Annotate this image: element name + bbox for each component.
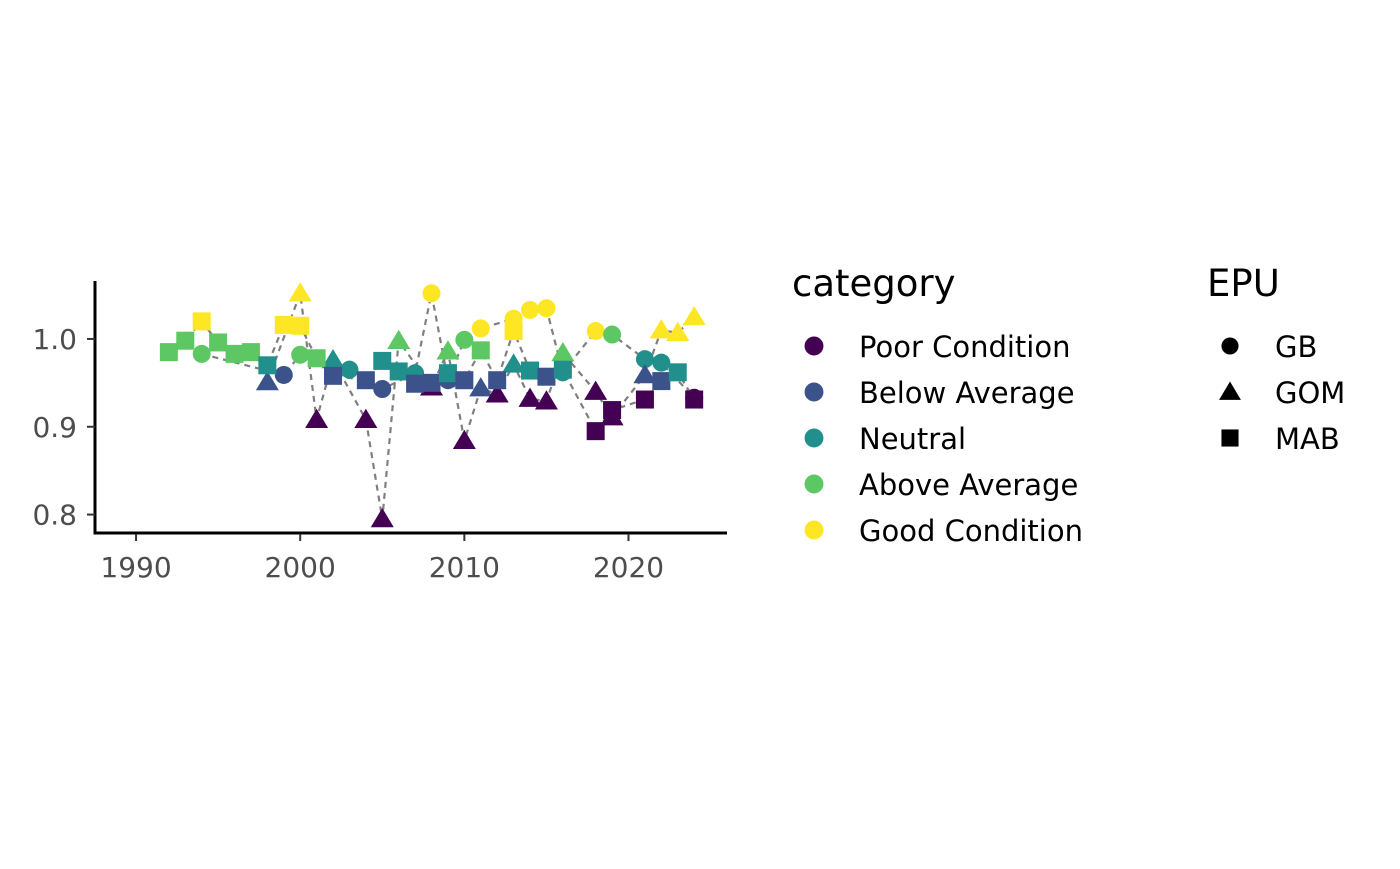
axis-ticks: 1990 2000 2010 2020 0.8 0.9 1.0 xyxy=(32,323,664,584)
data-point-mab-2021 xyxy=(635,390,654,409)
data-point-mab-2013 xyxy=(504,322,523,341)
data-point-mab-2011 xyxy=(471,341,490,360)
data-point-gom-2023 xyxy=(666,321,690,342)
legend-key-below-average xyxy=(804,382,824,402)
data-point-mab-2024 xyxy=(685,390,704,409)
data-point-gom-2012 xyxy=(485,383,509,403)
data-point-mab-2015 xyxy=(537,367,556,386)
data-point-mab-1992 xyxy=(159,343,178,362)
legend-key-good-condition xyxy=(804,520,824,540)
data-point-gom-1998 xyxy=(255,370,279,391)
data-point-gom-2004 xyxy=(354,408,378,428)
data-point-gom-2018 xyxy=(584,380,608,400)
legend-key-above-average xyxy=(804,474,824,494)
data-point-gb-1999 xyxy=(274,365,293,384)
legend-key-poor-condition xyxy=(804,336,824,356)
data-point-gom-2015 xyxy=(534,390,558,410)
data-point-gom-2006 xyxy=(387,329,411,349)
legend-key-gb xyxy=(1221,337,1239,355)
data-point-gb-2021 xyxy=(635,350,654,369)
legend-shape-title: EPU xyxy=(1207,262,1280,305)
data-point-gb-2015 xyxy=(537,299,556,318)
data-point-mab-1994 xyxy=(192,312,211,331)
legend-label-good-condition: Good Condition xyxy=(859,514,1083,548)
data-point-mab-2018 xyxy=(586,422,605,441)
x-tick-label-2000: 2000 xyxy=(265,551,336,584)
data-point-mab-2005 xyxy=(373,351,392,370)
data-point-gom-2011 xyxy=(469,377,493,397)
legend-label-gom: GOM xyxy=(1275,376,1345,410)
x-tick-label-2010: 2010 xyxy=(429,551,500,584)
x-tick-label-1990: 1990 xyxy=(100,551,171,584)
data-point-mab-2002 xyxy=(324,366,343,385)
data-point-mab-2016 xyxy=(553,360,572,379)
data-point-gom-2014 xyxy=(518,387,542,407)
data-point-mab-1993 xyxy=(176,331,195,350)
legend-label-below-average: Below Average xyxy=(859,376,1075,410)
data-point-mab-2023 xyxy=(668,363,687,382)
data-point-gb-2011 xyxy=(471,319,490,338)
data-point-gom-2000 xyxy=(288,282,312,302)
data-point-gom-2013 xyxy=(502,353,526,373)
data-point-gb-2019 xyxy=(603,325,622,344)
x-tick-label-2020: 2020 xyxy=(593,551,664,584)
legend-label-neutral: Neutral xyxy=(859,422,966,456)
data-point-gb-2010 xyxy=(455,330,474,349)
data-point-gom-2022 xyxy=(649,319,673,339)
legend-key-neutral xyxy=(804,428,824,448)
data-point-mab-2022 xyxy=(652,372,671,391)
data-point-mab-2012 xyxy=(488,371,507,390)
legend-label-above-average: Above Average xyxy=(859,468,1078,502)
data-point-mab-2007 xyxy=(406,374,425,393)
legend-label-poor-condition: Poor Condition xyxy=(859,330,1070,364)
data-point-gom-2024 xyxy=(682,306,706,326)
data-point-mab-1999 xyxy=(274,315,293,334)
data-point-gom-2005 xyxy=(370,507,394,528)
data-point-mab-2019 xyxy=(603,401,622,420)
data-point-mab-1996 xyxy=(225,344,244,363)
data-point-mab-1997 xyxy=(241,343,260,362)
data-point-mab-2008 xyxy=(422,373,441,392)
y-tick-label-1.0: 1.0 xyxy=(32,323,77,356)
data-point-gom-2001 xyxy=(305,408,329,428)
data-point-gom-2002 xyxy=(321,349,345,369)
data-point-mab-1995 xyxy=(209,333,228,352)
data-point-gom-2016 xyxy=(551,342,575,362)
data-point-gom-2009 xyxy=(436,340,460,360)
data-point-mab-2014 xyxy=(521,361,540,380)
legend: category EPU Poor Condition Below Average… xyxy=(792,262,1345,548)
data-point-mab-2000 xyxy=(291,316,310,335)
legend-key-gom xyxy=(1219,381,1241,400)
data-point-mab-2009 xyxy=(438,364,457,383)
data-point-mab-1998 xyxy=(258,356,277,375)
data-point-gb-2003 xyxy=(340,360,359,379)
data-point-gb-2008 xyxy=(422,284,441,303)
data-point-gom-2010 xyxy=(452,429,476,450)
data-point-mab-2001 xyxy=(307,349,326,368)
y-tick-label-0.8: 0.8 xyxy=(32,499,77,532)
data-point-gb-2022 xyxy=(652,353,671,372)
legend-color-title: category xyxy=(792,262,956,305)
axes xyxy=(93,281,727,535)
data-point-mab-2004 xyxy=(356,371,375,390)
data-point-gb-2005 xyxy=(373,380,392,398)
y-tick-label-0.9: 0.9 xyxy=(32,411,77,444)
data-point-mab-2010 xyxy=(455,371,474,390)
legend-label-mab: MAB xyxy=(1275,422,1340,456)
legend-label-gb: GB xyxy=(1275,330,1317,364)
data-point-gb-2000 xyxy=(291,345,310,364)
data-point-gb-1994 xyxy=(192,344,211,363)
data-point-mab-2006 xyxy=(389,362,408,381)
data-point-gom-2021 xyxy=(633,363,657,384)
legend-key-mab xyxy=(1221,429,1239,447)
data-points xyxy=(159,282,706,528)
data-point-gb-2014 xyxy=(521,300,540,319)
data-point-gb-2018 xyxy=(586,322,605,341)
